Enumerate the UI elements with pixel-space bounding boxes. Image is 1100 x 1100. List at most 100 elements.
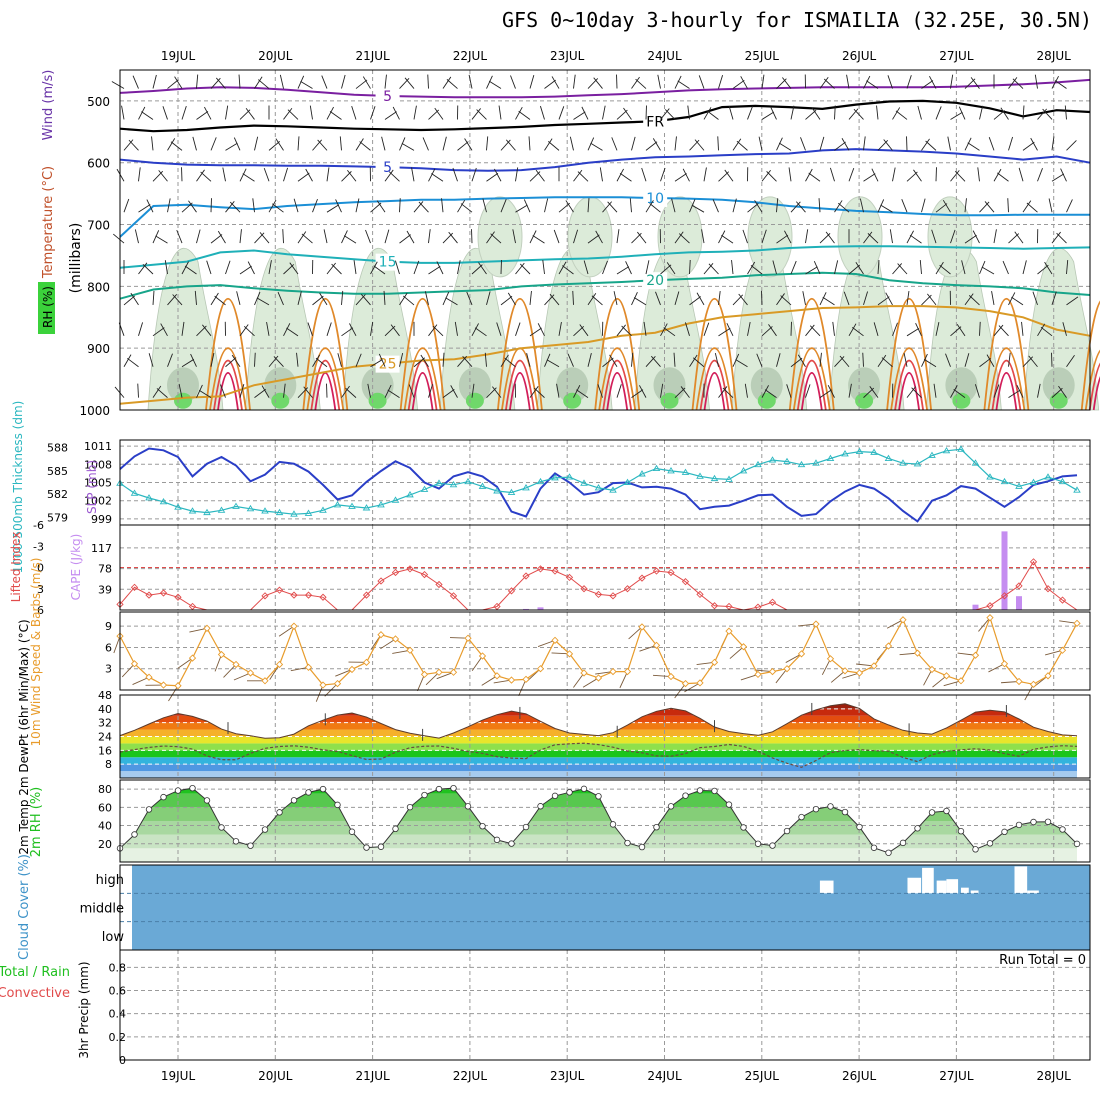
wind-speed-point bbox=[913, 649, 922, 657]
wind-barb bbox=[384, 111, 397, 120]
wind-barb bbox=[602, 260, 608, 275]
wind-barb bbox=[1030, 137, 1038, 151]
run-total: Run Total = 0 bbox=[999, 953, 1086, 968]
x-tick-label-bottom: 24JUL bbox=[647, 1069, 682, 1083]
wind-speed-point bbox=[652, 641, 661, 649]
wind-barb bbox=[567, 353, 574, 367]
wind-barb bbox=[471, 383, 475, 398]
cape-bar bbox=[1001, 531, 1008, 610]
wind-barb bbox=[892, 107, 901, 120]
wind-barb bbox=[392, 106, 400, 120]
wind-barb bbox=[1051, 75, 1059, 89]
thickness-point bbox=[754, 460, 762, 468]
x-tick-label-top: 21JUL bbox=[355, 49, 390, 63]
wind-barb bbox=[602, 105, 606, 120]
wind-barb bbox=[532, 235, 545, 244]
wind-barb bbox=[569, 136, 574, 151]
wind-barb bbox=[431, 173, 444, 182]
wind-barb bbox=[942, 199, 951, 213]
wind-barb bbox=[289, 262, 299, 275]
wind-barb bbox=[427, 74, 429, 89]
wind-barb bbox=[652, 138, 661, 151]
wind-barb bbox=[862, 352, 864, 367]
wind-barb bbox=[533, 387, 545, 398]
li-point bbox=[1029, 558, 1038, 566]
wind-barb bbox=[317, 139, 328, 151]
wind-barb bbox=[486, 75, 493, 89]
thickness-point bbox=[667, 467, 675, 474]
wind-barb bbox=[732, 198, 737, 213]
wind-barb bbox=[776, 198, 779, 213]
thickness-point bbox=[1073, 486, 1081, 493]
isotherm-line bbox=[119, 148, 1091, 172]
wind-barb bbox=[272, 203, 284, 213]
rh-point bbox=[566, 789, 573, 796]
wind-barb bbox=[544, 198, 549, 213]
thickness-point bbox=[406, 490, 414, 498]
wind-10m-barb bbox=[1024, 684, 1034, 701]
wind-barb bbox=[778, 142, 792, 151]
wind-speed-point bbox=[464, 634, 472, 642]
wind-barb bbox=[297, 172, 310, 182]
wind-barb bbox=[303, 386, 313, 398]
wind-barb bbox=[663, 327, 676, 337]
wind-barb bbox=[863, 231, 873, 244]
wind-barb bbox=[631, 292, 638, 306]
wind-speed-point bbox=[377, 631, 385, 639]
wind-barb bbox=[387, 389, 400, 399]
surface-isotherm bbox=[788, 297, 835, 411]
surface-isotherm bbox=[411, 372, 434, 411]
wind-barb bbox=[935, 261, 944, 275]
wind-barb bbox=[286, 327, 299, 337]
wind-10m-barb bbox=[177, 657, 193, 669]
wind-barb bbox=[756, 353, 763, 367]
wind-barb bbox=[877, 260, 880, 275]
wind-barb bbox=[1066, 260, 1069, 275]
wind-barb bbox=[239, 168, 247, 182]
wind-speed-point bbox=[899, 616, 907, 624]
wind-barb bbox=[927, 293, 937, 306]
wind-barb bbox=[631, 136, 636, 151]
thickness-point bbox=[304, 509, 313, 516]
wind-barb bbox=[471, 323, 479, 337]
wind-barb bbox=[742, 229, 748, 244]
wind-barb bbox=[848, 264, 861, 275]
y-tick-label: 800 bbox=[87, 280, 110, 294]
wind-barb bbox=[172, 294, 183, 306]
wind-speed-point bbox=[420, 670, 429, 679]
isotherm-label-bg bbox=[643, 272, 668, 290]
wind-barb bbox=[593, 77, 603, 89]
wind-speed-point bbox=[667, 672, 675, 681]
rh-point bbox=[653, 823, 660, 831]
wind-barb bbox=[1062, 322, 1067, 336]
isotherm-label-bg bbox=[375, 159, 400, 177]
wind-speed-point bbox=[478, 652, 487, 660]
wind-barb bbox=[674, 173, 687, 182]
wind-barb bbox=[373, 265, 386, 275]
rh-tick-label: 20 bbox=[98, 838, 112, 851]
wind-barb bbox=[402, 295, 415, 306]
thickness-point bbox=[623, 478, 632, 485]
wind-barb bbox=[471, 108, 481, 120]
wind-barb bbox=[263, 167, 270, 182]
wind-barb bbox=[747, 203, 759, 213]
wind-barb bbox=[277, 291, 284, 306]
surface-isotherm bbox=[1080, 300, 1100, 411]
wind-10m-barb bbox=[943, 680, 962, 687]
wind-barb bbox=[178, 383, 183, 398]
temp-tick-label: 24 bbox=[98, 731, 112, 744]
wind-barb bbox=[259, 232, 270, 244]
li-point bbox=[377, 577, 385, 585]
surface-isotherm bbox=[695, 347, 734, 411]
rh-point bbox=[392, 825, 399, 833]
wind-10m-barb bbox=[425, 671, 440, 686]
wind-barb bbox=[181, 261, 189, 275]
rh-point bbox=[1059, 826, 1066, 833]
wind-barb bbox=[268, 355, 279, 368]
surface-isotherm bbox=[800, 372, 823, 411]
wind-barb bbox=[130, 292, 139, 306]
wind-barb bbox=[1056, 232, 1067, 244]
wind-speed-point bbox=[580, 669, 588, 677]
wind-barb bbox=[671, 198, 676, 213]
li-point bbox=[493, 602, 501, 611]
